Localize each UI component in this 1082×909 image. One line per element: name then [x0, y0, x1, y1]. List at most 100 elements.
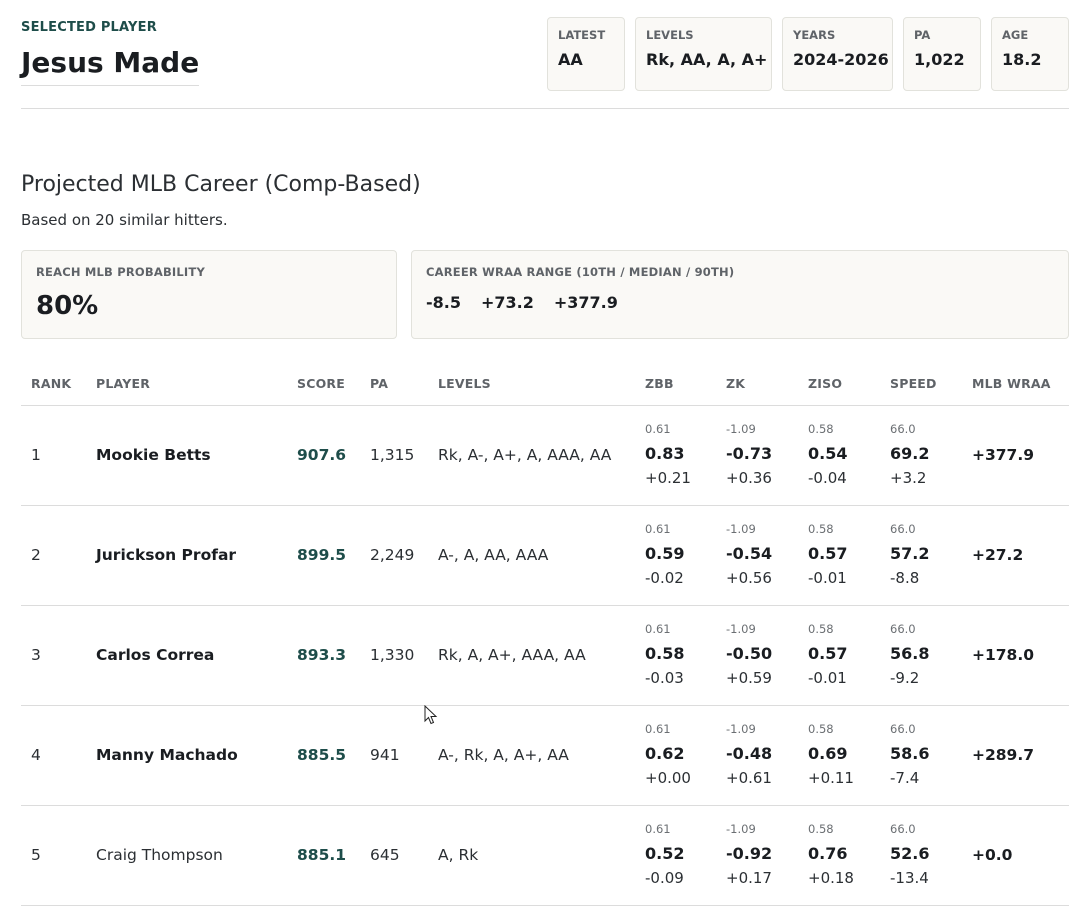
pa-cell: 941 — [360, 705, 428, 806]
zbb-baseline: 0.61 — [645, 822, 671, 836]
mlb-wraa-cell: +289.7 — [962, 705, 1069, 806]
ziso-baseline: 0.58 — [808, 722, 834, 736]
zk-value: -0.54 — [726, 544, 773, 563]
score-cell: 893.3 — [287, 605, 360, 706]
score-cell: 885.1 — [287, 805, 360, 906]
ziso-baseline: 0.58 — [808, 422, 834, 436]
table-row[interactable]: 5 Craig Thompson 885.1 645 A, Rk 0.61 0.52 -0.0… — [21, 805, 1069, 906]
col-mlb-wraa[interactable]: MLB WRAA — [962, 362, 1069, 406]
pa-cell: 645 — [360, 805, 428, 906]
zk-cell: -1.09 -0.92 +0.17 — [716, 805, 798, 906]
col-score[interactable]: SCORE — [287, 362, 360, 406]
ziso-cell: 0.58 0.76 +0.18 — [798, 805, 880, 906]
projection-subtitle: Based on 20 similar hitters. — [21, 211, 228, 229]
zbb-cell: 0.61 0.58 -0.03 — [635, 605, 716, 706]
metric-stack: 66.0 52.6 -13.4 — [890, 822, 962, 887]
metric-stack: 0.61 0.52 -0.09 — [645, 822, 716, 886]
levels-cell: A-, Rk, A, A+, AA — [428, 705, 635, 806]
metric-stack: 0.58 0.54 -0.04 — [808, 422, 880, 486]
speed-value: 52.6 — [890, 844, 930, 863]
pa-cell: 2,249 — [360, 505, 428, 606]
table-row[interactable]: 4 Manny Machado 885.5 941 A-, Rk, A, A+, AA 0… — [21, 705, 1069, 806]
metric-stack: -1.09 -0.73 +0.36 — [726, 423, 798, 487]
zk-baseline: -1.09 — [726, 522, 756, 536]
zk-cell: -1.09 -0.54 +0.56 — [716, 505, 798, 606]
zk-cell: -1.09 -0.48 +0.61 — [716, 705, 798, 806]
speed-value: 56.8 — [890, 644, 930, 663]
zk-diff: +0.61 — [726, 769, 772, 787]
zbb-baseline: 0.61 — [645, 522, 671, 536]
zbb-diff: +0.00 — [645, 769, 691, 787]
speed-diff: -13.4 — [890, 869, 929, 887]
levels-cell: Rk, A-, A+, A, AAA, AA — [428, 405, 635, 506]
stat-value: 18.2 — [1002, 50, 1042, 69]
metric-stack: 0.61 0.62 +0.00 — [645, 723, 716, 787]
ziso-value: 0.57 — [808, 544, 848, 563]
speed-cell: 66.0 57.2 -8.8 — [880, 505, 962, 606]
score-cell: 899.5 — [287, 505, 360, 606]
metric-stack: -1.09 -0.54 +0.56 — [726, 522, 798, 586]
col-player[interactable]: PLAYER — [86, 362, 287, 406]
speed-diff: -9.2 — [890, 669, 920, 687]
stat-label: LATEST — [558, 28, 606, 42]
zbb-diff: -0.02 — [645, 569, 684, 587]
col-rank[interactable]: RANK — [21, 362, 86, 406]
zbb-baseline: 0.61 — [645, 622, 671, 636]
rank-cell: 5 — [21, 805, 86, 906]
reach-mlb-value: 80% — [36, 291, 99, 321]
player-name-cell[interactable]: Mookie Betts — [86, 405, 287, 506]
player-name-cell[interactable]: Manny Machado — [86, 705, 287, 806]
col-zbb[interactable]: ZBB — [635, 362, 716, 406]
zk-diff: +0.36 — [726, 469, 772, 487]
score-cell: 907.6 — [287, 405, 360, 506]
rank-cell: 4 — [21, 705, 86, 806]
col-zk[interactable]: ZK — [716, 362, 798, 406]
zbb-diff: +0.21 — [645, 469, 691, 487]
speed-baseline: 66.0 — [890, 622, 916, 636]
metric-stack: -1.09 -0.50 +0.59 — [726, 623, 798, 686]
selected-player-label: SELECTED PLAYER — [21, 20, 157, 35]
zk-value: -0.92 — [726, 844, 773, 863]
metric-stack: 66.0 69.2 +3.2 — [890, 423, 962, 486]
metric-stack: 0.58 0.57 -0.01 — [808, 622, 880, 686]
zk-cell: -1.09 -0.50 +0.59 — [716, 605, 798, 706]
wraa-range-label: CAREER WRAA RANGE (10TH / MEDIAN / 90TH) — [426, 265, 735, 279]
zk-value: -0.50 — [726, 644, 773, 663]
metric-stack: 66.0 57.2 -8.8 — [890, 523, 962, 586]
zbb-value: 0.83 — [645, 444, 685, 463]
zk-baseline: -1.09 — [726, 722, 756, 736]
stat-card-pa: PA 1,022 — [903, 17, 981, 91]
table-header-row: RANK PLAYER SCORE PA LEVELS ZBB ZK ZISO … — [21, 362, 1069, 406]
player-name: Jesus Made — [21, 46, 200, 86]
reach-mlb-card: REACH MLB PROBABILITY 80% — [21, 250, 397, 339]
zk-cell: -1.09 -0.73 +0.36 — [716, 405, 798, 506]
stat-value: AA — [558, 50, 583, 69]
col-levels[interactable]: LEVELS — [428, 362, 635, 406]
table-row[interactable]: 3 Carlos Correa 893.3 1,330 Rk, A, A+, AAA, … — [21, 605, 1069, 706]
table-row[interactable]: 2 Jurickson Profar 899.5 2,249 A-, A, AA, AA… — [21, 505, 1069, 606]
player-name-cell[interactable]: Carlos Correa — [86, 605, 287, 706]
mlb-wraa-cell: +0.0 — [962, 805, 1069, 906]
speed-diff: -7.4 — [890, 769, 920, 787]
levels-cell: Rk, A, A+, AAA, AA — [428, 605, 635, 706]
ziso-diff: -0.01 — [808, 569, 847, 587]
mouse-cursor-icon — [424, 705, 438, 725]
table-row[interactable]: 1 Mookie Betts 907.6 1,315 Rk, A-, A+, A, AA… — [21, 405, 1069, 506]
col-speed[interactable]: SPEED — [880, 362, 962, 406]
metric-stack: 0.58 0.57 -0.01 — [808, 523, 880, 587]
stat-label: YEARS — [793, 28, 836, 42]
speed-baseline: 66.0 — [890, 822, 916, 836]
metric-stack: -1.09 -0.48 +0.61 — [726, 722, 798, 787]
col-ziso[interactable]: ZISO — [798, 362, 880, 406]
player-name-cell[interactable]: Jurickson Profar — [86, 505, 287, 606]
zk-value: -0.73 — [726, 444, 773, 463]
stat-value: 1,022 — [914, 50, 965, 69]
ziso-baseline: 0.58 — [808, 622, 834, 636]
zbb-diff: -0.03 — [645, 669, 684, 687]
player-name-cell[interactable]: Craig Thompson — [86, 805, 287, 906]
zbb-cell: 0.61 0.83 +0.21 — [635, 405, 716, 506]
col-pa[interactable]: PA — [360, 362, 428, 406]
stat-card-levels: LEVELS Rk, AA, A, A+ — [635, 17, 772, 91]
zbb-value: 0.62 — [645, 744, 685, 763]
